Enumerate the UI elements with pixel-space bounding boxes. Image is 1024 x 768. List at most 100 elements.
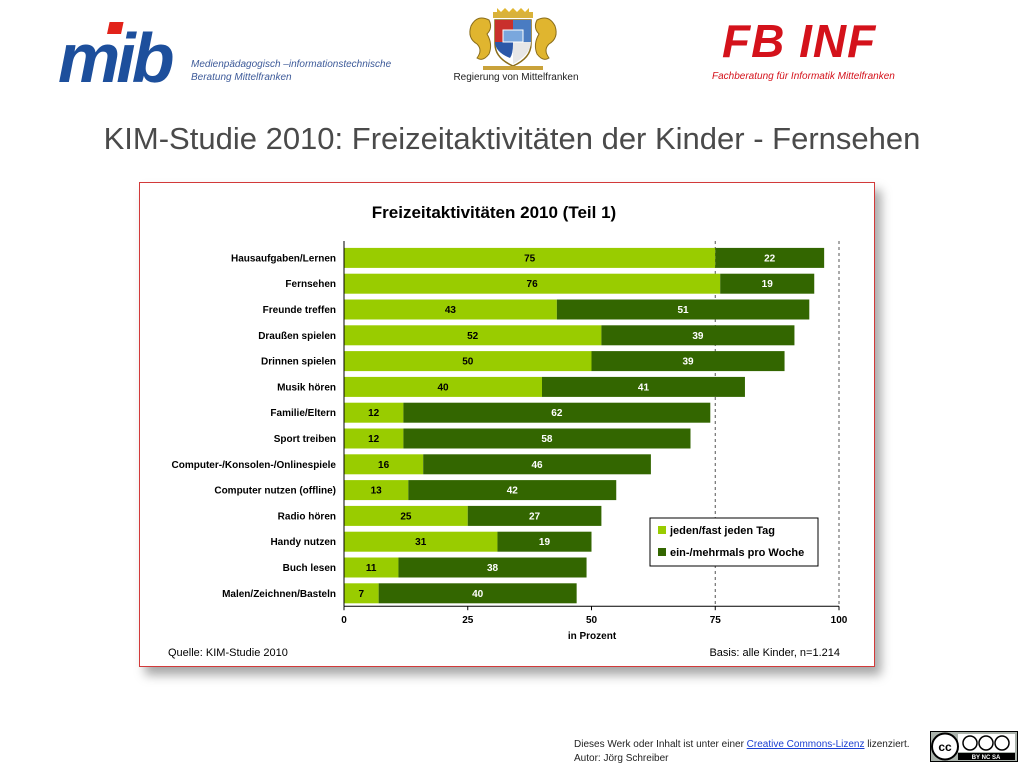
bar-weekly (398, 557, 587, 578)
data-label: 52 (467, 331, 479, 342)
data-label: 16 (378, 460, 390, 471)
regierung-label: Regierung von Mittelfranken (453, 72, 579, 83)
creative-commons-link[interactable]: Creative Commons-Lizenz (746, 739, 865, 750)
category-label: Sport treiben (274, 434, 336, 445)
license-notice: Dieses Werk oder Inhalt ist unter einer … (574, 738, 910, 766)
license-suffix: lizenziert. (864, 739, 910, 750)
license-prefix: Dieses Werk oder Inhalt ist unter einer (574, 739, 747, 750)
data-label: 11 (366, 563, 377, 574)
category-label: Familie/Eltern (270, 408, 336, 419)
data-label: 62 (551, 408, 563, 419)
legend-swatch (658, 548, 666, 556)
category-label: Computer nutzen (offline) (214, 486, 336, 497)
legend: jeden/fast jeden Tag ein-/mehrmals pro Wo… (649, 517, 819, 567)
bar-weekly (403, 428, 691, 449)
bar-weekly (720, 273, 815, 294)
chart: Freizeitaktivitäten 2010 (Teil 1) Hausau… (168, 203, 848, 659)
coat-of-arms-icon (469, 8, 557, 70)
slide-title: KIM-Studie 2010: Freizeitaktivitäten der… (103, 121, 921, 156)
axis-layer: 0 25 50 75 100 (341, 241, 848, 626)
legend-box (649, 517, 819, 567)
category-label: Musik hören (277, 382, 336, 393)
bar-weekly (601, 325, 795, 346)
legend-label: jeden/fast jeden Tag (669, 525, 775, 537)
bar-daily (344, 273, 721, 294)
data-label: 43 (445, 305, 457, 316)
x-tick-label: 75 (710, 615, 722, 626)
data-label: 22 (764, 253, 776, 264)
bar-daily (344, 376, 542, 397)
category-label: Radio hören (278, 511, 336, 522)
category-label: Buch lesen (283, 563, 336, 574)
bar-daily (344, 325, 602, 346)
category-label: Drinnen spielen (261, 357, 336, 368)
data-label: 31 (415, 537, 427, 548)
bar-weekly (556, 299, 810, 320)
bar-daily (344, 480, 409, 501)
data-label: 7 (359, 589, 365, 600)
bar-weekly (408, 480, 617, 501)
category-label: Draußen spielen (258, 331, 336, 342)
data-label: 41 (638, 382, 650, 393)
legend-label: ein-/mehrmals pro Woche (670, 547, 804, 559)
data-label: 40 (437, 382, 449, 393)
bar-weekly (715, 247, 825, 268)
author-line: Autor: Jörg Schreiber (574, 753, 669, 764)
bar-weekly (542, 376, 745, 397)
x-tick-label: 100 (831, 615, 848, 626)
bars-layer (344, 247, 825, 604)
chart-source: Quelle: KIM-Studie 2010 (168, 647, 288, 659)
bar-weekly (378, 583, 577, 604)
data-label: 19 (762, 279, 774, 290)
x-tick-label: 0 (341, 615, 347, 626)
creative-commons-badge-icon[interactable]: cc BY NC SA (930, 731, 1018, 762)
bar-daily (344, 583, 379, 604)
legend-swatch (658, 526, 666, 534)
x-tick-label: 50 (586, 615, 598, 626)
fbinf-subtitle: Fachberatung für Informatik Mittelfranke… (712, 71, 895, 82)
x-tick-label: 25 (462, 615, 474, 626)
data-label: 19 (539, 537, 551, 548)
data-label: 38 (487, 563, 499, 574)
category-label: Computer-/Konsolen-/Onlinespiele (172, 460, 337, 471)
x-axis-label: in Prozent (568, 631, 617, 642)
data-label: 40 (472, 589, 484, 600)
category-label: Handy nutzen (270, 537, 336, 548)
data-label: 39 (682, 357, 694, 368)
chart-basis: Basis: alle Kinder, n=1.214 (709, 647, 840, 659)
chart-title: Freizeitaktivitäten 2010 (Teil 1) (372, 203, 616, 222)
bar-daily (344, 351, 592, 372)
bar-weekly (423, 454, 651, 475)
bar-weekly (497, 531, 592, 552)
data-label: 76 (527, 279, 539, 290)
data-label: 12 (368, 408, 380, 419)
data-label: 25 (400, 511, 412, 522)
labels-layer: Hausaufgaben/Lernen 75 22 Fernsehen 76 19 Freu… (172, 253, 776, 599)
data-label: 75 (524, 253, 536, 264)
bar-daily (344, 428, 404, 449)
data-label: 58 (541, 434, 553, 445)
mib-logo-accent (107, 22, 124, 34)
data-label: 46 (531, 460, 543, 471)
data-label: 27 (529, 511, 541, 522)
license-line: Dieses Werk oder Inhalt ist unter einer … (574, 738, 910, 752)
category-label: Fernsehen (285, 279, 336, 290)
bar-daily (344, 505, 468, 526)
mib-subtitle-line2: Beratung Mittelfranken (191, 72, 292, 83)
bar-weekly (467, 505, 602, 526)
data-label: 51 (678, 305, 690, 316)
data-label: 42 (507, 486, 519, 497)
bar-daily (344, 454, 424, 475)
cc-badge-text: BY NC SA (972, 755, 1001, 761)
bar-weekly (403, 402, 711, 423)
category-label: Hausaufgaben/Lernen (231, 253, 336, 264)
data-label: 13 (371, 486, 383, 497)
chart-frame: Freizeitaktivitäten 2010 (Teil 1) Hausau… (139, 182, 875, 667)
data-label: 39 (692, 331, 704, 342)
svg-text:cc: cc (938, 740, 952, 754)
data-label: 50 (462, 357, 474, 368)
bar-daily (344, 557, 399, 578)
data-label: 12 (368, 434, 380, 445)
category-label: Freunde treffen (263, 305, 336, 316)
bar-weekly (591, 351, 785, 372)
